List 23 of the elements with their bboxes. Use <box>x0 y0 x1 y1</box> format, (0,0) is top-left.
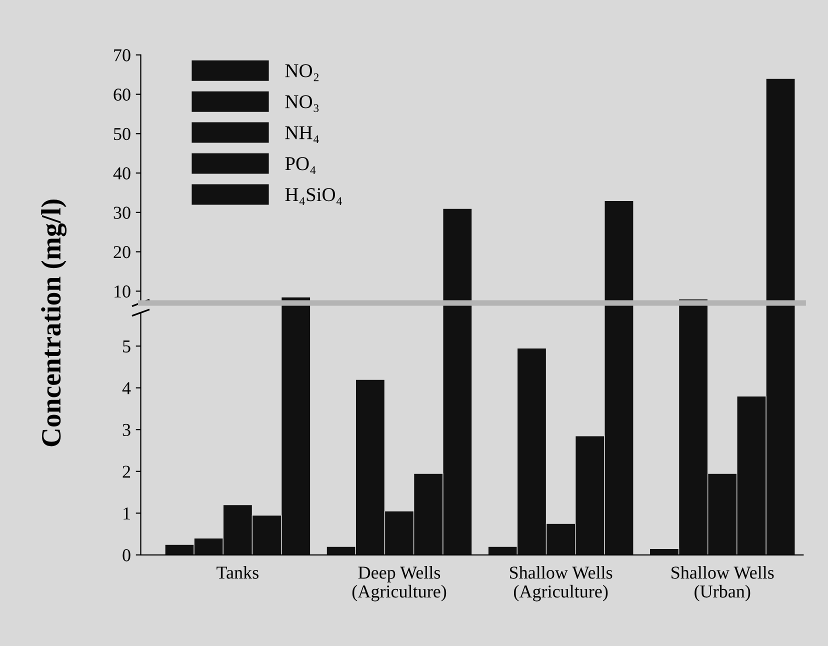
x-tick-label: Tanks <box>216 566 258 579</box>
x-tick-label: Shallow Wells (Urban) <box>672 566 774 602</box>
y-tick-label: 10 <box>114 285 130 298</box>
y-tick-label: 5 <box>123 340 130 353</box>
y-axis-title: Concentration (mg/l) <box>41 200 67 446</box>
y-tick-label: 2 <box>122 466 130 478</box>
legend-label: NO₂ <box>285 64 319 82</box>
x-tick-label: Shallow Wells (Agriculture) <box>510 566 612 602</box>
y-tick-label: 0 <box>122 549 130 562</box>
legend-label: H₄SiO₄ <box>285 188 342 205</box>
y-tick-label: 20 <box>114 246 130 258</box>
legend-label: PO₄ <box>285 157 316 174</box>
legend-label: NH₄ <box>285 126 319 144</box>
y-tick-label: 3 <box>122 424 130 436</box>
y-tick-label: 1 <box>124 507 130 520</box>
y-tick-label: 40 <box>113 167 130 180</box>
y-tick-label: 70 <box>114 49 130 62</box>
y-tick-label: 60 <box>114 88 130 101</box>
y-tick-label: 30 <box>114 206 130 219</box>
x-tick-label: Deep Wells (Agriculture) <box>352 566 446 602</box>
y-tick-label: 50 <box>114 128 130 140</box>
y-tick-label: 4 <box>122 382 131 394</box>
legend-label: NO₃ <box>285 95 319 112</box>
